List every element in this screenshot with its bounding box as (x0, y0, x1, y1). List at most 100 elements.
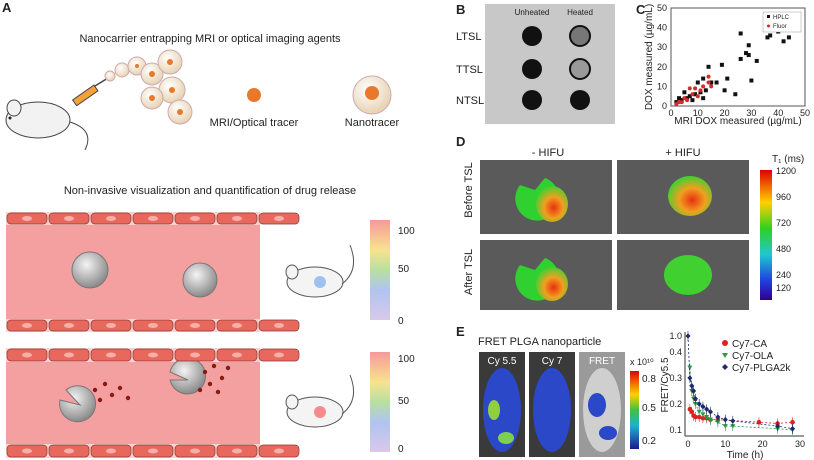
cell-nucleus (232, 323, 242, 328)
data-point-fluor (701, 84, 706, 89)
x-tick-label: 10 (720, 439, 730, 449)
row-label: Before TSL (463, 162, 475, 217)
released-drug-dot (207, 381, 213, 387)
y-tick-label: 0 (662, 101, 667, 111)
data-point-cy7-plga2k (715, 414, 721, 420)
panel-e: E FRET PLGA nanoparticle Cy 5.5 Cy 7 FRE… (456, 324, 805, 460)
mri-image-after-plus (617, 240, 749, 310)
y-tick-label: 20 (657, 62, 667, 72)
image-label: Cy 5.5 (488, 356, 517, 367)
x-tick-label: 50 (800, 108, 810, 118)
y-tick-label: 1.0 (669, 331, 682, 341)
panel-a-title-bottom: Non-invasive visualization and quantific… (64, 185, 356, 197)
released-drug-dot (197, 387, 203, 393)
series-line-cy7-ca (689, 408, 793, 424)
cell-nucleus (148, 448, 158, 454)
mri-image-before-minus (480, 160, 612, 234)
colorbar-tick: 480 (776, 244, 791, 254)
panel-e-title: FRET PLGA nanoparticle (478, 336, 601, 348)
y-tick-label: 0.2 (669, 399, 682, 409)
syringe-icon (71, 77, 109, 107)
data-point-hplc (754, 58, 759, 63)
data-point-cy7-ola (715, 420, 721, 425)
cell-nucleus (106, 448, 116, 454)
tracer-label: MRI/Optical tracer (210, 117, 299, 129)
cell-nucleus (106, 216, 116, 221)
data-point-cy7-ola (707, 417, 713, 423)
data-point-hplc (738, 31, 743, 36)
y-axis-label: FRET/Cy5.5 (660, 357, 671, 412)
released-drug-dot (225, 365, 231, 371)
data-point-fluor (706, 80, 711, 85)
data-point-cy7-plga2k (722, 416, 728, 423)
data-point-hplc (746, 43, 751, 48)
panel-a-title-top: Nanocarrier entrapping MRI or optical im… (79, 33, 341, 45)
data-point-fluor (690, 92, 695, 97)
data-point-hplc (733, 92, 738, 97)
data-point-fluor (679, 100, 684, 105)
fluorescence-image-cy7: Cy 7 (529, 352, 575, 457)
data-point-cy7-ca (696, 414, 702, 420)
data-point-hplc (765, 35, 770, 40)
data-point-cy7-plga2k (692, 396, 698, 402)
data-point-hplc (709, 80, 714, 85)
data-point-cy7-ca (790, 419, 795, 425)
colorbar-tick: 120 (776, 283, 791, 293)
nanocarrier-stream (104, 49, 193, 125)
data-point-cy7-ca (689, 409, 695, 415)
colorbar (760, 170, 772, 300)
colorbar-tick: 960 (776, 192, 791, 202)
colorbar-title: T₁ (ms) (772, 154, 804, 165)
legend: Cy7-CA Cy7-OLA Cy7-PLGA2k (722, 339, 791, 374)
cell-nucleus (190, 323, 200, 328)
y-tick-label: 30 (657, 42, 667, 52)
released-drug-dot (202, 369, 208, 375)
image-label: Cy 7 (542, 356, 563, 367)
data-point-hplc (701, 76, 706, 81)
released-drug-dot (125, 395, 131, 401)
row-label: LTSL (456, 31, 481, 43)
released-drug-dot (215, 389, 221, 395)
data-point-fluor (709, 84, 714, 89)
y-tick-label: 40 (657, 23, 667, 33)
legend-item: Cy7-OLA (732, 351, 773, 362)
x-tick-label: 40 (773, 108, 783, 118)
row-label: NTSL (456, 95, 484, 107)
colorbar-unit: x 10¹⁰ (630, 357, 654, 367)
released-drug-dot (102, 381, 108, 387)
series-line-cy7-plga2k (687, 335, 793, 430)
cell-nucleus (274, 216, 284, 221)
cell-nucleus (64, 323, 74, 328)
data-point-cy7-ola (687, 365, 693, 371)
tracer-dot (247, 88, 261, 102)
y-tick-label: 10 (657, 81, 667, 91)
data-point-cy7-plga2k (700, 403, 706, 410)
data-point-hplc (695, 80, 700, 85)
data-point-hplc (690, 98, 695, 103)
colorbar-tick: 0.8 (642, 374, 656, 385)
data-point-hplc (722, 88, 727, 93)
cell-nucleus (64, 216, 74, 221)
fluorescence-image-cy55: Cy 5.5 (479, 352, 525, 457)
data-point-hplc (714, 80, 719, 85)
data-point-cy7-ola (730, 424, 736, 429)
signal-scale-bottom: 100 50 0 (370, 352, 415, 455)
legend-item: Cy7-CA (732, 339, 767, 350)
panel-label-c: C (636, 2, 646, 17)
data-point-hplc (677, 96, 682, 101)
data-point-cy7-ola (704, 415, 710, 420)
data-point-hplc (687, 94, 692, 99)
x-axis-label: Time (h) (727, 450, 764, 460)
panel-label-d: D (456, 134, 465, 149)
x-tick-label: 0 (685, 439, 690, 449)
cell-nucleus (274, 323, 284, 328)
cell-nucleus (22, 448, 32, 454)
legend-item: HPLC (773, 15, 790, 21)
cell-nucleus (148, 216, 158, 221)
legend: HPLC Fluor (762, 11, 802, 33)
cell-nucleus (274, 448, 284, 454)
cell-nucleus (232, 352, 242, 358)
panel-d: D - HIFU + HIFU Before TSL After TSL T₁ … (456, 134, 804, 310)
cell-nucleus (106, 323, 116, 328)
data-point-hplc (786, 35, 791, 40)
